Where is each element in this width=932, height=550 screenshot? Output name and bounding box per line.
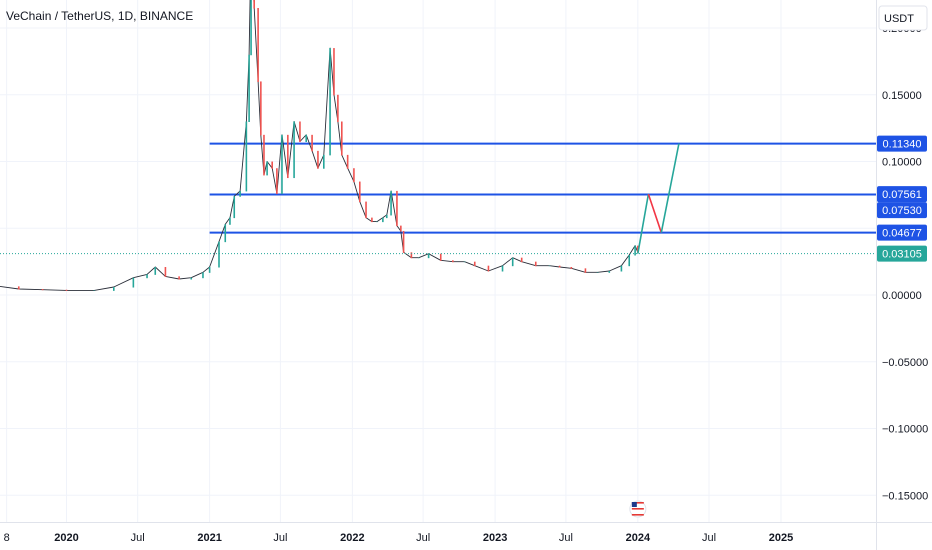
x-tick-label: 2020: [54, 532, 78, 544]
price-tag-label: 0.11340: [883, 139, 922, 151]
horizontal-levels[interactable]: [209, 142, 876, 234]
symbol-title[interactable]: VeChain / TetherUS, 1D, BINANCE: [6, 9, 193, 23]
flag-stripe: [631, 511, 644, 513]
y-tick-label: 0.15000: [882, 90, 922, 102]
projection-path[interactable]: [637, 143, 680, 254]
event-markers[interactable]: [629, 500, 647, 518]
price-tags: 0.11340 0.07561 0.07530 0.04677 0.03105: [877, 135, 927, 262]
flag-stripe: [631, 505, 644, 507]
flag-stripe: [631, 502, 644, 504]
y-tick-label: −0.15000: [882, 490, 928, 502]
x-tick-label: 2022: [340, 532, 364, 544]
x-tick-label: Jul: [131, 532, 145, 544]
price-tag-label: 0.07561: [882, 189, 922, 201]
x-tick-label: 2023: [483, 532, 507, 544]
level-price-tag: [877, 202, 927, 219]
level-price-tag: [877, 135, 927, 152]
us-flag-event-icon[interactable]: [629, 500, 647, 518]
flag-canton: [631, 502, 637, 507]
y-tick-label: −0.10000: [882, 424, 928, 436]
y-tick-label: −0.05000: [882, 357, 928, 369]
level-price-tag: [877, 224, 927, 241]
x-tick-label: Jul: [416, 532, 430, 544]
time-axis[interactable]: 8 2020 Jul 2021 Jul 2022 Jul 2023 Jul 2024 Jul 2025: [0, 522, 932, 545]
flag-stripe: [631, 514, 644, 516]
plot-area: [0, 0, 876, 522]
projection-up-segment[interactable]: [637, 193, 650, 254]
y-tick-label: 0.10000: [882, 157, 922, 169]
x-tick-label: 2024: [626, 532, 651, 544]
projection-up-segment[interactable]: [660, 143, 680, 233]
flag-stripe: [631, 508, 644, 510]
price-tag-label: 0.03105: [882, 249, 922, 261]
chart-grid: [0, 0, 876, 522]
y-tick-label: 0.00000: [882, 290, 922, 302]
x-tick-label: 8: [4, 532, 10, 544]
price-series: [0, 0, 876, 291]
price-tag-label: 0.07530: [882, 205, 922, 217]
price-tag-label: 0.04677: [882, 228, 922, 240]
x-tick-label: 2021: [197, 532, 221, 544]
x-tick-label: Jul: [273, 532, 287, 544]
last-price-tag: [877, 245, 927, 262]
level-price-tag: [877, 186, 927, 203]
currency-label: USDT: [884, 13, 914, 25]
currency-button[interactable]: USDT: [878, 5, 928, 31]
price-axis[interactable]: 0.200000.150000.100000.050000.00000−0.05…: [876, 0, 929, 550]
projection-down-segment[interactable]: [647, 193, 663, 233]
x-tick-label: 2025: [769, 532, 793, 544]
x-tick-label: Jul: [702, 532, 716, 544]
x-tick-label: Jul: [559, 532, 573, 544]
